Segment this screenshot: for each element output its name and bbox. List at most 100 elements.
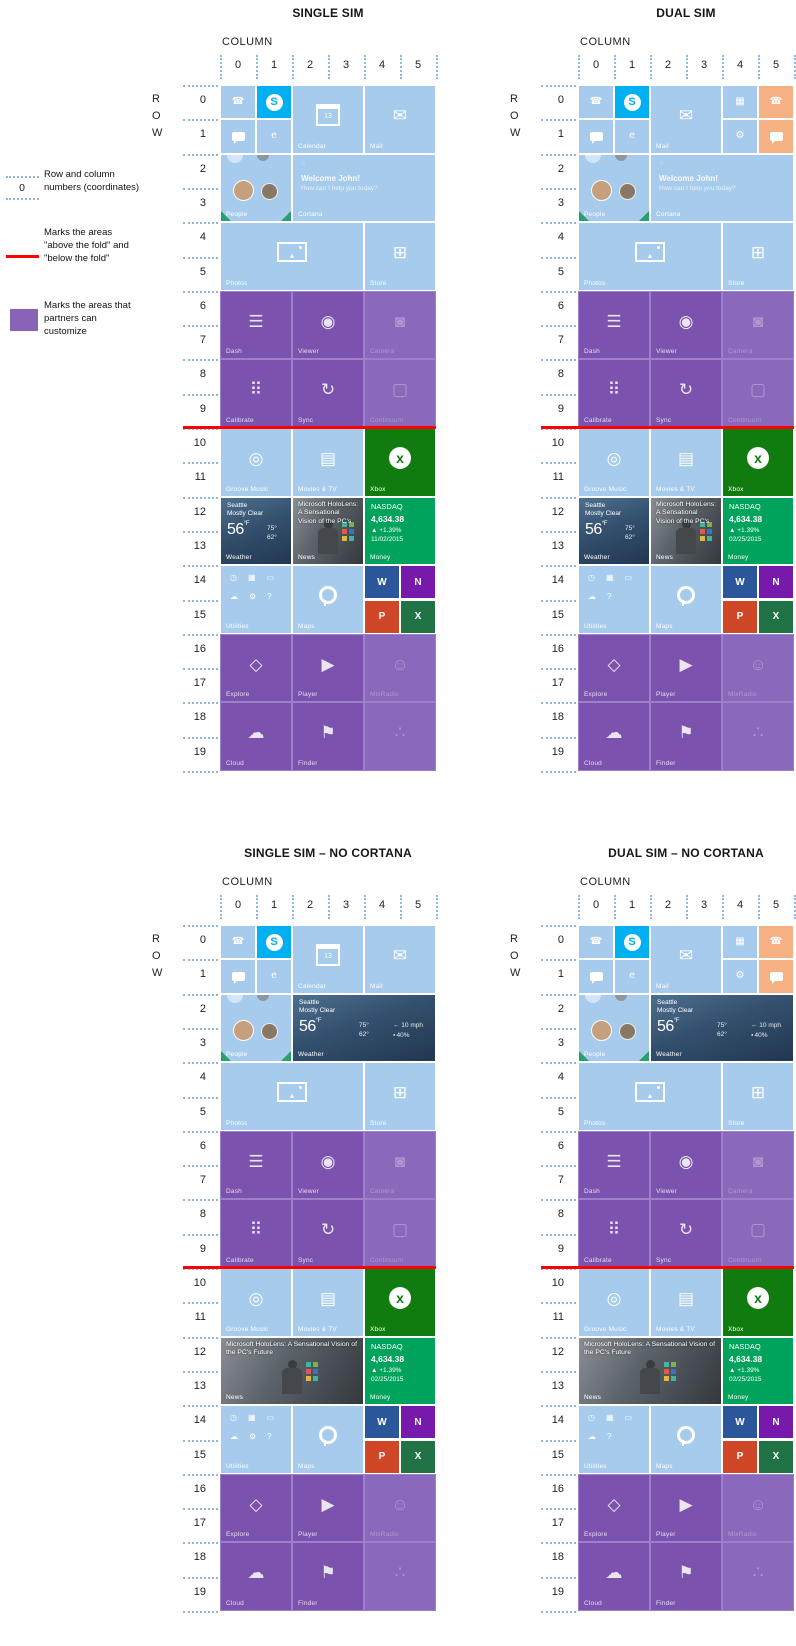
tile-cloud[interactable]: ☁ Cloud [579,703,649,770]
tile-n[interactable]: N [759,566,793,599]
tile-phone[interactable]: ☎ [221,926,255,959]
tile-p[interactable]: P [365,1440,399,1473]
tile-photos[interactable]: ▲ Photos [221,223,363,290]
tile-money[interactable]: NASDAQ 4,634.38 ▲ +1.39% 02/25/2015 Money [723,1337,793,1405]
tile-weather[interactable]: Seattle Mostly Clear 56°F 75° 62° ← 10 mph ● 4… [651,994,793,1062]
tile-chat[interactable] [759,960,793,993]
tile-n[interactable]: N [401,566,435,599]
tile-n[interactable]: N [759,1406,793,1439]
tile-p[interactable]: P [723,1440,757,1473]
tile-p[interactable]: P [365,600,399,633]
tile-cloud[interactable]: ☁ Cloud [221,1543,291,1610]
tile-n[interactable]: N [401,1406,435,1439]
tile-phone[interactable]: ☎ [579,926,613,959]
tile-store[interactable]: ⊞ Store [365,1063,435,1130]
tile-people[interactable]: People [221,154,291,222]
tile-people[interactable]: People [579,154,649,222]
tile-dash[interactable]: ☰ Dash [221,291,291,359]
tile-xbox[interactable]: x Xbox [365,1269,435,1336]
tile-camera[interactable]: ◙ Camera [365,1131,435,1199]
tile-p[interactable]: P [723,600,757,633]
tile-player[interactable]: ▶ Player [651,634,721,702]
tile-news[interactable]: Microsoft HoloLens: A Sensational Vision… [293,497,363,565]
tile-phone[interactable]: ☎ [221,86,255,119]
tile-store[interactable]: ⊞ Store [723,1063,793,1130]
tile-movies-tv[interactable]: ▤ Movies & TV [293,429,363,496]
tile-mixradio[interactable]: ☺ MixRadio [723,1474,793,1542]
tile-w[interactable]: W [723,1406,757,1439]
tile-mail[interactable]: ✉ Mail [651,86,721,153]
tile-xbox[interactable]: x Xbox [723,429,793,496]
tile-calibrate[interactable]: ⠿ Calibrate [221,1200,291,1267]
tile-movies-tv[interactable]: ▤ Movies & TV [293,1269,363,1336]
tile-utilities[interactable]: ◷ ▦ ▭ ☁ ⚙? Utilities [221,1406,291,1473]
tile-w[interactable]: W [365,566,399,599]
tile-sync[interactable]: ↻ Sync [293,1200,363,1267]
tile-edge[interactable]: e [615,960,649,993]
tile-finder[interactable]: ⚑ Finder [651,703,721,770]
tile-money[interactable]: NASDAQ 4,634.38 ▲ +1.39% 02/25/2015 Money [365,1337,435,1405]
tile-mail[interactable]: ✉ Mail [365,86,435,153]
tile-movies-tv[interactable]: ▤ Movies & TV [651,429,721,496]
tile-camera[interactable]: ◙ Camera [723,291,793,359]
tile-sync[interactable]: ↻ Sync [651,1200,721,1267]
tile-dash[interactable]: ☰ Dash [579,291,649,359]
tile-photos[interactable]: ▲ Photos [579,1063,721,1130]
tile-edge[interactable]: e [615,120,649,153]
tile-maps[interactable]: Maps [293,566,363,633]
tile-player[interactable]: ▶ Player [293,634,363,702]
tile-chat[interactable] [221,960,255,993]
tile-calendar-small[interactable]: ▦ [723,86,757,119]
tile-gear[interactable]: ⚙ [723,120,757,153]
tile-store[interactable]: ⊞ Store [723,223,793,290]
tile-people[interactable]: People [579,994,649,1062]
tile-phone[interactable]: ☎ [759,86,793,119]
tile-w[interactable]: W [365,1406,399,1439]
tile-finder[interactable]: ⚑ Finder [293,703,363,770]
tile-share[interactable]: ∴ [723,1543,793,1610]
tile-sync[interactable]: ↻ Sync [293,360,363,427]
tile-edge[interactable]: e [257,960,291,993]
tile-news[interactable]: Microsoft HoloLens: A Sensational Vision… [651,497,721,565]
tile-dash[interactable]: ☰ Dash [221,1131,291,1199]
tile-mixradio[interactable]: ☺ MixRadio [365,1474,435,1542]
tile-camera[interactable]: ◙ Camera [723,1131,793,1199]
tile-skype[interactable]: S [257,926,291,959]
tile-utilities[interactable]: ◷ ▦ ▭ ☁ ⚙? Utilities [221,566,291,633]
tile-news[interactable]: Microsoft HoloLens: A Sensational Vision… [579,1337,721,1405]
tile-calendar-small[interactable]: ▦ [723,926,757,959]
tile-mixradio[interactable]: ☺ MixRadio [365,634,435,702]
tile-gear[interactable]: ⚙ [723,960,757,993]
tile-continuum[interactable]: ▢ Continuum [365,360,435,427]
tile-groove-music[interactable]: ◎ Groove Music [221,429,291,496]
tile-cortana[interactable]: ○ Welcome John! How can I help you today? C… [293,154,435,222]
tile-explore[interactable]: ◇ Explore [221,1474,291,1542]
tile-mail[interactable]: ✉ Mail [365,926,435,993]
tile-money[interactable]: NASDAQ 4,634.38 ▲ +1.39% 11/02/2015 Money [365,497,435,565]
tile-utilities[interactable]: ◷ ▦ ▭ ☁? Utilities [579,566,649,633]
tile-w[interactable]: W [723,566,757,599]
tile-explore[interactable]: ◇ Explore [579,634,649,702]
tile-skype[interactable]: S [615,86,649,119]
tile-dash[interactable]: ☰ Dash [579,1131,649,1199]
tile-movies-tv[interactable]: ▤ Movies & TV [651,1269,721,1336]
tile-finder[interactable]: ⚑ Finder [651,1543,721,1610]
tile-chat[interactable] [759,120,793,153]
tile-share[interactable]: ∴ [365,703,435,770]
tile-x[interactable]: X [759,1440,793,1473]
tile-x[interactable]: X [401,1440,435,1473]
tile-continuum[interactable]: ▢ Continuum [723,360,793,427]
tile-sync[interactable]: ↻ Sync [651,360,721,427]
tile-chat[interactable] [579,120,613,153]
tile-calibrate[interactable]: ⠿ Calibrate [579,1200,649,1267]
tile-calibrate[interactable]: ⠿ Calibrate [579,360,649,427]
tile-x[interactable]: X [401,600,435,633]
tile-explore[interactable]: ◇ Explore [579,1474,649,1542]
tile-cloud[interactable]: ☁ Cloud [221,703,291,770]
tile-chat[interactable] [221,120,255,153]
tile-viewer[interactable]: ◉ Viewer [293,1131,363,1199]
tile-groove-music[interactable]: ◎ Groove Music [579,1269,649,1336]
tile-store[interactable]: ⊞ Store [365,223,435,290]
tile-player[interactable]: ▶ Player [651,1474,721,1542]
tile-calendar[interactable]: 13 Calendar [293,926,363,993]
